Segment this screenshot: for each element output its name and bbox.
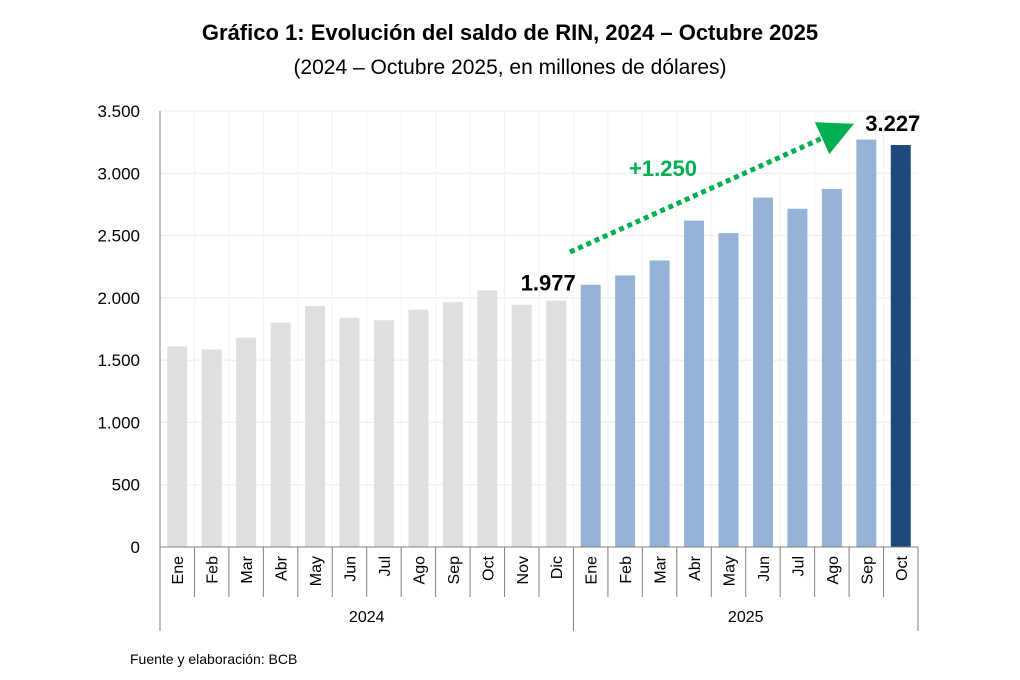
source-note: Fuente y elaboración: BCB [130, 651, 298, 667]
x-tick-label: Ene [170, 556, 187, 585]
x-tick-label: Feb [205, 556, 222, 584]
change-label: +1.250 [629, 156, 697, 181]
bar [408, 309, 429, 547]
x-tick-label: Jun [756, 556, 773, 582]
x-tick-label: Nov [515, 556, 532, 584]
bar [477, 290, 498, 547]
axes: 0 500 1.000 1.500 2.000 2.500 3.000 3.500 Ene Feb… [97, 102, 919, 631]
y-tick-label: 500 [112, 476, 140, 495]
bar [718, 233, 739, 547]
bar [546, 300, 567, 547]
x-tick-label: Jun [343, 556, 360, 582]
bar [305, 305, 326, 547]
trend-arrow [568, 122, 854, 255]
x-tick-label: May [308, 556, 325, 586]
y-tick-label: 1.500 [97, 351, 140, 370]
x-tick-label: Oct [894, 555, 911, 580]
x-tick-label: Ene [584, 556, 601, 585]
bar [201, 349, 222, 547]
y-tick-label: 0 [131, 538, 140, 557]
annotations: 1.977 3.227 +1.250 [521, 111, 921, 296]
x-tick-label: Sep [859, 556, 876, 585]
bar [373, 320, 394, 547]
x-tick-label: Abr [274, 555, 291, 581]
end-value-label: 3.227 [865, 111, 920, 136]
x-tick-label: Jul [790, 556, 807, 576]
group-label: 2025 [728, 609, 764, 626]
y-tick-label: 3.500 [97, 102, 140, 121]
x-tick-label: Oct [480, 555, 497, 580]
y-tick-label: 3.000 [97, 164, 140, 183]
bar [580, 284, 601, 547]
start-value-label: 1.977 [521, 271, 576, 296]
x-tick-label: Ago [825, 556, 842, 585]
y-tick-label: 1.000 [97, 413, 140, 432]
x-tick-label: Ago [411, 556, 428, 585]
bar [339, 317, 360, 547]
bar [236, 337, 257, 547]
bar [890, 145, 911, 547]
bar [787, 208, 808, 547]
bar [167, 346, 188, 547]
y-tick-label: 2.000 [97, 289, 140, 308]
bar [752, 197, 773, 547]
y-tick-label: 2.500 [97, 227, 140, 246]
chart-title: Gráfico 1: Evolución del saldo de RIN, 2… [201, 20, 819, 45]
group-label: 2024 [349, 609, 385, 626]
bar [511, 304, 532, 547]
x-tick-label: May [722, 556, 739, 586]
bar [649, 260, 670, 547]
x-tick-label: Jul [377, 556, 394, 576]
x-tick-label: Dic [549, 556, 566, 579]
bar [684, 220, 705, 547]
bars [167, 139, 911, 547]
bar [442, 302, 463, 547]
chart-subtitle: (2024 – Octubre 2025, en millones de dól… [293, 56, 727, 79]
x-tick-label: Mar [239, 555, 256, 583]
bar [615, 275, 636, 547]
bar [821, 188, 842, 547]
x-tick-label: Abr [687, 555, 704, 581]
bar [856, 139, 877, 547]
x-tick-label: Sep [446, 556, 463, 585]
x-tick-label: Mar [653, 555, 670, 583]
bar [270, 322, 291, 547]
gridlines [160, 110, 918, 547]
x-tick-label: Feb [618, 556, 635, 584]
